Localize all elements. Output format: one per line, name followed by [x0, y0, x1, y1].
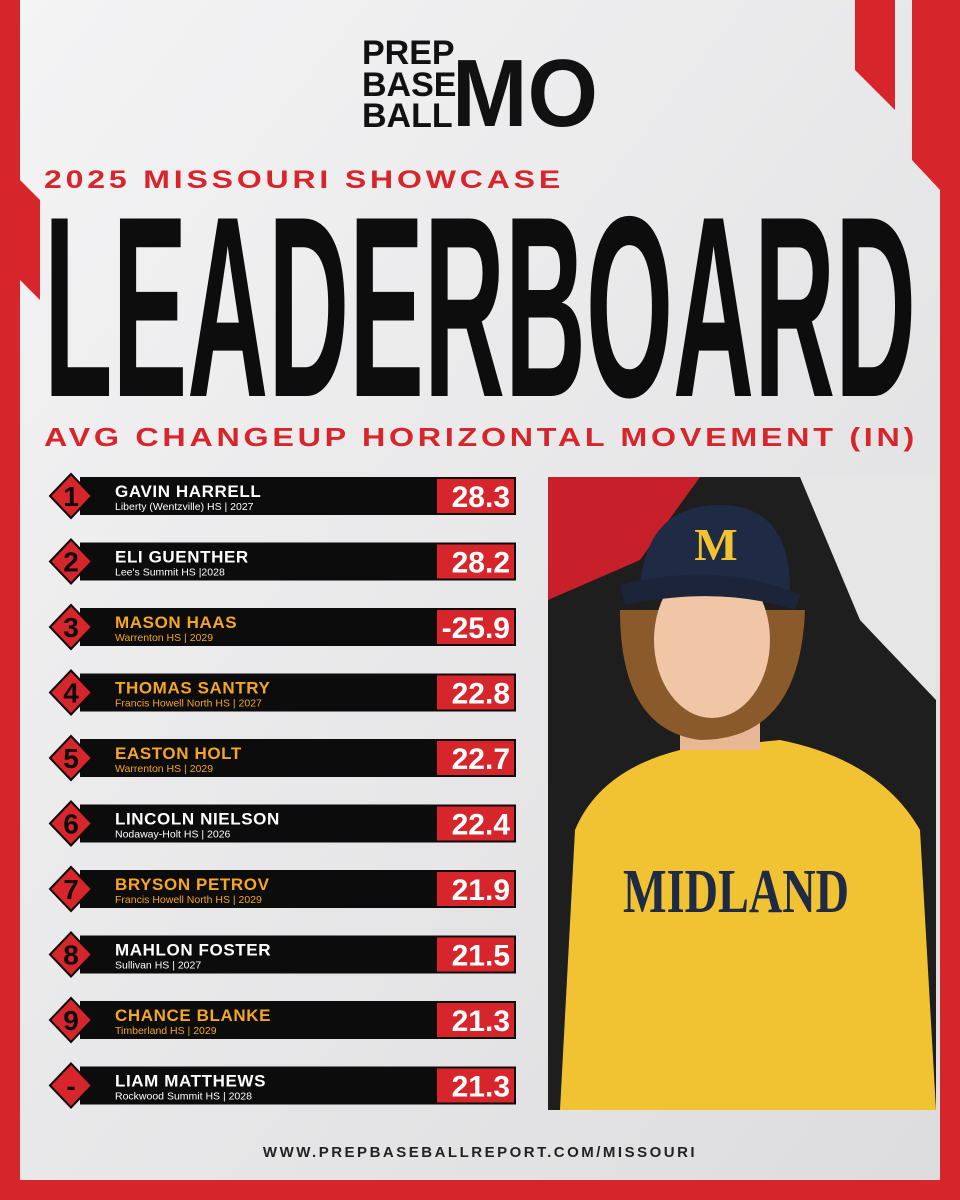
value-box	[437, 1068, 514, 1103]
player-name: CHANCE BLANKE	[115, 1006, 271, 1025]
player-name: MAHLON FOSTER	[115, 941, 271, 960]
rank-diamond	[48, 865, 94, 913]
rank-diamond	[48, 1062, 94, 1109]
jersey-text: MIDLAND	[623, 858, 849, 926]
player-name: ELI GUENTHER	[115, 548, 249, 567]
rank-diamond	[48, 472, 94, 520]
value-box	[437, 610, 514, 644]
player-school: Francis Howell North HS | 2029	[115, 894, 262, 906]
value-box	[437, 544, 514, 579]
backdrop-light	[800, 477, 936, 700]
metric: AVG CHANGEUP HORIZONTAL MOVEMENT (IN)	[44, 422, 918, 452]
player-name: LIAM MATTHEWS	[115, 1072, 266, 1091]
frame-bottom	[0, 1180, 960, 1200]
rank: 6	[63, 809, 79, 840]
stat-value: -25.9	[442, 612, 510, 645]
rank-diamond	[48, 669, 94, 716]
player-school: Liberty (Wentzville) HS | 2027	[115, 501, 254, 513]
rank: 5	[63, 743, 79, 774]
stat-value: 22.8	[452, 678, 510, 711]
value-box	[437, 872, 514, 906]
player-school: Rockwood Summit HS | 2028	[115, 1091, 252, 1103]
logo-text: PREP	[362, 34, 455, 72]
rank: 9	[63, 1005, 79, 1036]
value-box	[437, 806, 514, 841]
player-school: Sullivan HS | 2027	[115, 960, 201, 972]
player-school: Nodaway-Holt HS | 2026	[115, 829, 231, 841]
value-box	[437, 479, 514, 513]
player-school: Warrenton HS | 2029	[115, 763, 213, 775]
stat-value: 21.9	[452, 874, 510, 907]
rank: 1	[63, 481, 79, 512]
rank-diamond	[48, 996, 94, 1044]
stat-value: 28.2	[452, 547, 510, 580]
event-name: 2025 MISSOURI SHOWCASE	[44, 166, 564, 194]
player-name: THOMAS SANTRY	[115, 679, 271, 698]
stat-value: 21.3	[452, 1071, 510, 1104]
title: LEADERBOARD	[44, 162, 916, 451]
cap-brim	[620, 574, 800, 610]
jersey	[560, 740, 936, 1110]
cap-letter: M	[694, 519, 737, 570]
value-box	[437, 741, 514, 775]
value-box	[437, 1003, 514, 1037]
frame-right	[940, 0, 960, 1200]
rank: 8	[63, 940, 79, 971]
player-name: LINCOLN NIELSON	[115, 810, 280, 829]
stat-value: 21.3	[452, 1005, 510, 1038]
rank-diamond	[48, 734, 94, 782]
stat-value: 28.3	[452, 481, 510, 514]
rank-diamond	[48, 931, 94, 978]
side-accent	[20, 180, 40, 300]
rank: 3	[63, 612, 79, 643]
rank: -	[66, 1071, 75, 1102]
stat-value: 22.7	[452, 743, 510, 776]
rank: 4	[63, 678, 79, 709]
rank-diamond	[48, 603, 94, 651]
frame-left	[0, 0, 20, 1200]
rank: 2	[63, 547, 79, 578]
value-box	[437, 937, 514, 972]
player-name: GAVIN HARRELL	[115, 482, 261, 501]
player-name: EASTON HOLT	[115, 744, 242, 763]
logo-mark: MO	[452, 40, 598, 147]
player-school: Timberland HS | 2029	[115, 1025, 217, 1037]
logo-text: BASE	[362, 66, 456, 104]
value-box	[437, 675, 514, 710]
rank-diamond	[48, 800, 94, 847]
logo: PREP BASE BALL MO	[362, 34, 598, 147]
player-school: Francis Howell North HS | 2027	[115, 698, 262, 710]
stat-value: 21.5	[452, 940, 510, 973]
cap	[640, 505, 790, 590]
backdrop-red	[548, 477, 700, 600]
player-school: Lee's Summit HS |2028	[115, 567, 225, 579]
corner-accent	[855, 0, 895, 110]
face	[654, 562, 770, 718]
player-school: Warrenton HS | 2029	[115, 632, 213, 644]
corner-accent	[912, 0, 940, 190]
player-photo: M MIDLAND	[548, 477, 936, 1110]
player-name: BRYSON PETROV	[115, 875, 270, 894]
footer-url: WWW.PREPBASEBALLREPORT.COM/MISSOURI	[263, 1144, 697, 1161]
stat-value: 22.4	[452, 809, 511, 842]
rank: 7	[63, 874, 79, 905]
logo-text: BALL	[362, 97, 453, 135]
rank-diamond	[48, 538, 94, 585]
player-name: MASON HAAS	[115, 613, 237, 632]
